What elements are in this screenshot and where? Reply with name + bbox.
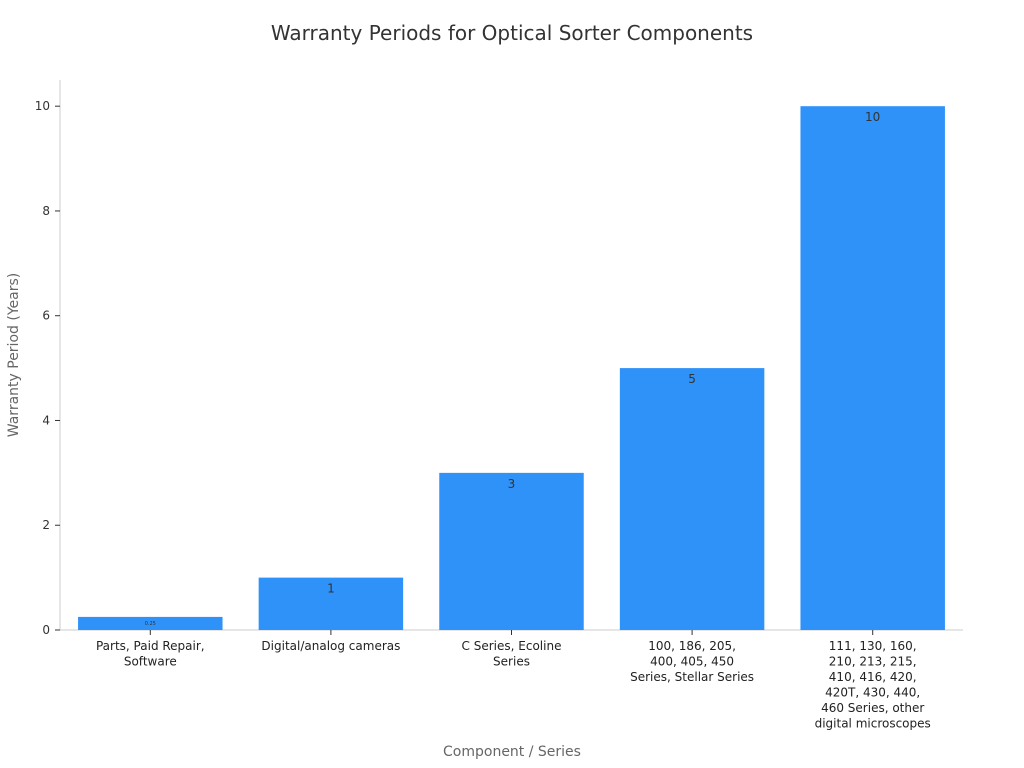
bar bbox=[619, 368, 765, 630]
data-label: 1 bbox=[327, 582, 335, 596]
x-tick-label: 111, 130, 160, bbox=[829, 639, 917, 653]
x-axis-label: Component / Series bbox=[443, 744, 581, 760]
bar bbox=[800, 106, 945, 630]
data-label: 5 bbox=[688, 372, 696, 386]
x-tick-label: 400, 405, 450 bbox=[650, 655, 734, 669]
chart-title: Warranty Periods for Optical Sorter Comp… bbox=[271, 21, 753, 45]
data-label: 0.25 bbox=[145, 621, 156, 627]
y-tick-label: 2 bbox=[42, 518, 50, 532]
y-tick-label: 0 bbox=[42, 623, 50, 637]
x-tick-label: digital microscopes bbox=[815, 717, 931, 731]
bar bbox=[258, 577, 404, 630]
x-tick-label: Parts, Paid Repair, bbox=[96, 639, 205, 653]
x-tick-label: 100, 186, 205, bbox=[648, 639, 736, 653]
bar bbox=[78, 616, 223, 630]
y-tick-label: 10 bbox=[35, 99, 50, 113]
x-tick-label: 210, 213, 215, bbox=[829, 655, 917, 669]
x-tick-label: C Series, Ecoline bbox=[462, 639, 562, 653]
y-axis-label: Warranty Period (Years) bbox=[6, 273, 22, 437]
data-label: 10 bbox=[865, 110, 880, 124]
x-tick-label: Series, Stellar Series bbox=[630, 670, 754, 684]
x-tick-label: 410, 416, 420, bbox=[829, 670, 917, 684]
x-tick-label: Software bbox=[124, 655, 177, 669]
y-tick-label: 8 bbox=[42, 204, 50, 218]
data-label: 3 bbox=[508, 477, 516, 491]
x-tick-label: Digital/analog cameras bbox=[261, 639, 400, 653]
x-tick-label: 420T, 430, 440, bbox=[825, 686, 920, 700]
bar bbox=[439, 472, 584, 630]
y-tick-label: 4 bbox=[42, 413, 50, 427]
x-tick-label: Series bbox=[493, 655, 530, 669]
x-tick-label: 460 Series, other bbox=[821, 701, 924, 715]
y-tick-label: 6 bbox=[42, 309, 50, 323]
